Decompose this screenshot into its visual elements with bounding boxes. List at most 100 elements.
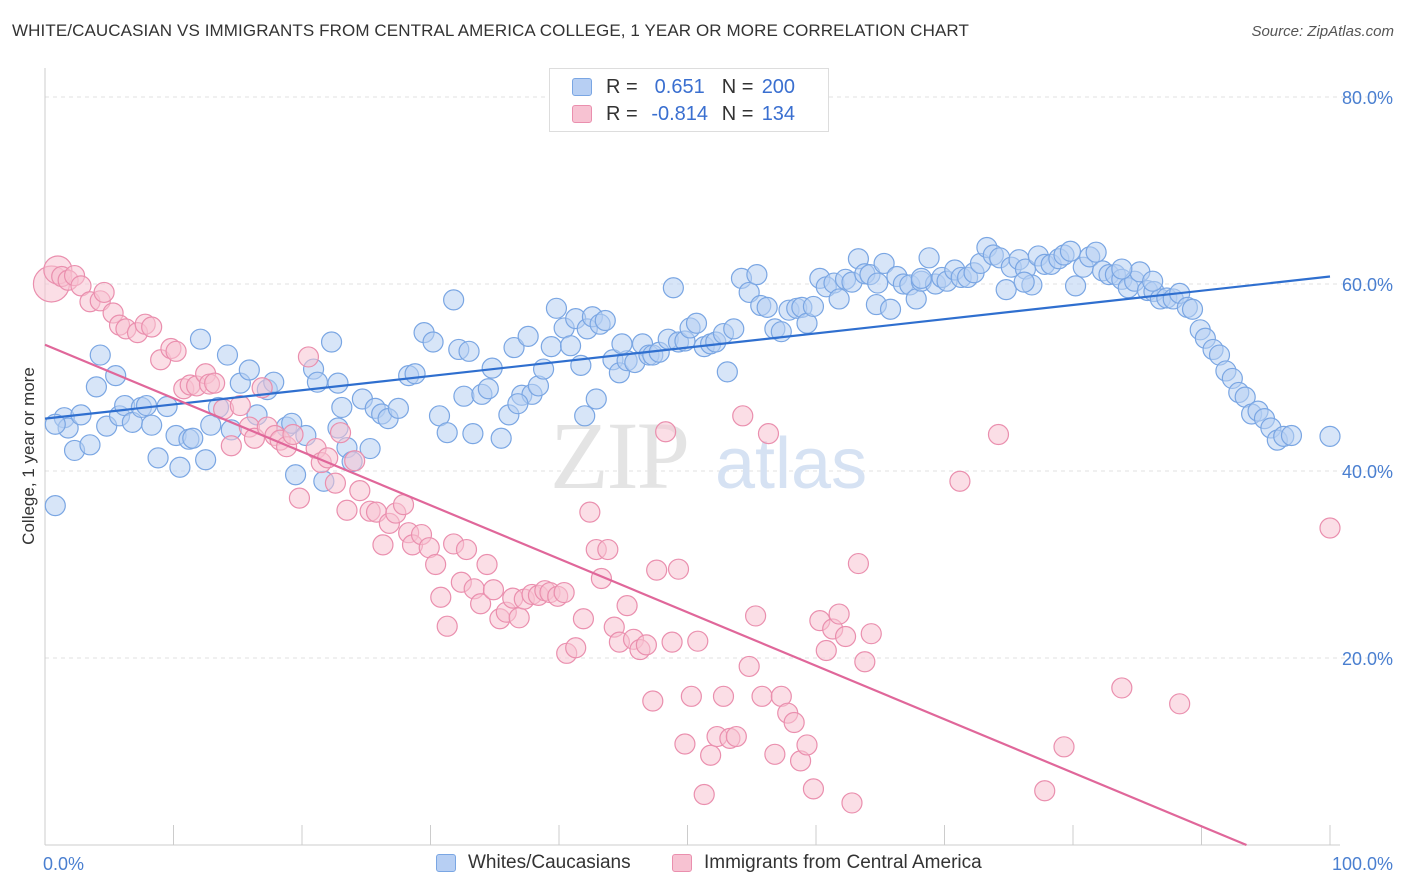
data-point (229, 394, 251, 417)
data-point (359, 437, 381, 460)
data-point (1013, 271, 1035, 293)
data-point (490, 427, 512, 449)
legend-swatch-blue (436, 854, 456, 872)
data-point (89, 344, 111, 366)
data-point (611, 333, 633, 355)
data-point (674, 733, 696, 755)
data-point (828, 288, 850, 310)
data-point (572, 608, 595, 630)
data-point (1059, 240, 1082, 262)
data-point (828, 603, 850, 625)
data-point (655, 421, 677, 443)
tick-labels: 20.0% 40.0% 60.0% 80.0% 0.0% 100.0% (43, 88, 1393, 874)
data-point (85, 376, 108, 398)
data-point (507, 393, 529, 415)
data-point (1142, 270, 1164, 292)
data-point (796, 734, 818, 756)
data-point (165, 340, 187, 362)
gridlines (45, 96, 1390, 659)
y-tick-label: 80.0% (1342, 88, 1393, 108)
axes (44, 68, 1340, 846)
data-point (476, 553, 498, 576)
data-point (764, 743, 786, 765)
legend-n-value: 200 (761, 75, 796, 98)
legend-row-immigrants: R = -0.814 N = 134 (572, 102, 803, 126)
data-point (635, 634, 657, 656)
data-point (147, 447, 169, 469)
x-tick-label: 100.0% (1332, 854, 1393, 874)
trend-lines (44, 275, 1331, 847)
data-point (646, 559, 668, 581)
data-point (723, 318, 745, 340)
legend-label-immigrants: Immigrants from Central America (704, 852, 982, 873)
data-point (288, 487, 311, 509)
trend-line-whites (44, 275, 1331, 420)
data-point (430, 586, 452, 608)
data-point (545, 297, 568, 319)
data-point (320, 331, 343, 353)
y-tick-label: 60.0% (1342, 275, 1393, 295)
data-point (579, 501, 601, 523)
data-point (200, 414, 222, 436)
legend-n-label: N = (721, 102, 754, 125)
data-point (716, 361, 738, 383)
data-point (297, 346, 320, 368)
data-point (802, 778, 825, 800)
data-point (220, 435, 242, 457)
data-point (372, 534, 394, 556)
data-point (540, 336, 562, 358)
data-point (746, 264, 768, 286)
data-point (553, 581, 575, 604)
data-point (422, 331, 444, 353)
legend-r-label: R = (606, 75, 638, 98)
trend-line-immigrants (44, 343, 1247, 847)
data-point (873, 252, 895, 275)
data-point (443, 289, 465, 311)
data-point (905, 288, 927, 310)
data-point (597, 538, 619, 561)
data-point (331, 396, 353, 419)
watermark-zip: ZIP (550, 402, 688, 509)
legend-label-whites: Whites/Caucasians (468, 852, 631, 873)
data-point (329, 422, 352, 444)
data-point (105, 365, 127, 387)
data-point (841, 792, 863, 814)
watermark-atlas: atlas (715, 424, 867, 504)
data-point (815, 639, 837, 662)
data-point (757, 423, 780, 445)
legend-r-value: -0.814 (651, 102, 709, 125)
series-immigrants-central-america (32, 255, 1341, 814)
data-point (517, 325, 539, 347)
data-point (616, 595, 638, 617)
data-point (594, 309, 616, 332)
data-point (425, 553, 447, 576)
data-point (745, 605, 767, 627)
legend-row-whites: R = 0.651 N = 200 (572, 75, 803, 99)
data-point (802, 295, 825, 318)
data-point (685, 312, 708, 334)
data-point (559, 335, 582, 357)
data-point (44, 494, 66, 517)
data-point (751, 685, 773, 707)
data-point (712, 685, 735, 707)
data-point (700, 744, 722, 766)
data-point (693, 783, 715, 806)
legend-r-label: R = (606, 102, 638, 125)
data-point (204, 372, 226, 394)
data-point (1085, 241, 1107, 263)
data-point (195, 449, 217, 471)
data-point (854, 651, 876, 673)
data-point (1064, 275, 1087, 297)
correlation-legend: R = 0.651 N = 200 R = -0.814 N = 134 (549, 68, 829, 132)
y-tick-label: 40.0% (1342, 462, 1393, 482)
legend-n-value: 134 (761, 102, 796, 125)
y-tick-label: 20.0% (1342, 649, 1393, 669)
data-point (1319, 425, 1341, 448)
data-point (1111, 677, 1133, 699)
data-point (349, 480, 371, 502)
data-point (1280, 424, 1303, 447)
data-point (1169, 693, 1191, 715)
data-point (344, 450, 366, 472)
data-point (404, 363, 426, 385)
